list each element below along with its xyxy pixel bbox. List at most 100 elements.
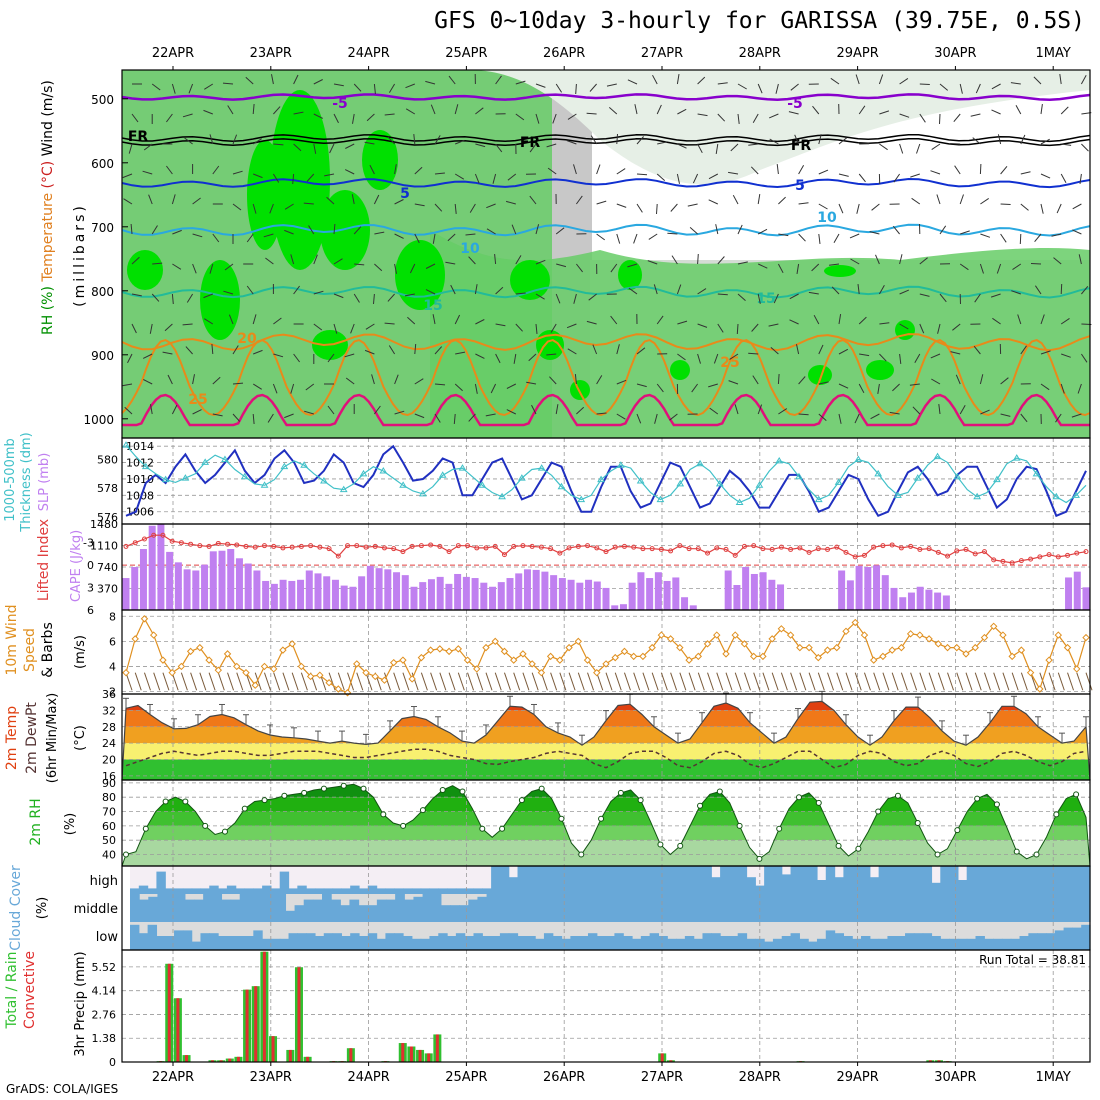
- wind-speed-point: [842, 627, 850, 636]
- cloud-bar: [931, 882, 941, 894]
- cloud-bar: [403, 936, 413, 950]
- cloud-bar: [341, 936, 351, 950]
- cloud-bar: [1037, 933, 1047, 950]
- rh-high-blob: [866, 360, 894, 380]
- cloud-bar: [156, 871, 166, 894]
- precip-tick-label: 1.38: [92, 1032, 117, 1045]
- wind-barb: [273, 106, 281, 115]
- wind-barb: [171, 293, 174, 305]
- wind-barb: [616, 344, 620, 355]
- lifted-index-point: [372, 543, 378, 549]
- wind-speed-point: [389, 658, 398, 667]
- surface-wind-barb: [254, 672, 262, 691]
- lifted-index-point: [483, 545, 489, 551]
- rh-point: [400, 822, 407, 829]
- wind-speed-point: [694, 652, 703, 661]
- wind-barb: [709, 407, 719, 415]
- surface-wind-barb: [180, 672, 188, 691]
- wind-barb: [212, 413, 223, 417]
- pressure-tick-label: 700: [91, 221, 114, 235]
- cloud-bar: [191, 941, 202, 950]
- wind-barb: [676, 284, 682, 295]
- run-total: Run Total = 38.81: [979, 953, 1086, 967]
- wind-speed-point: [1026, 668, 1035, 677]
- contour-label: FR: [520, 135, 541, 151]
- cloud-bar: [934, 894, 945, 922]
- bottom-date-label: 22APR: [152, 1070, 194, 1085]
- lifted-index-point: [363, 544, 369, 550]
- rh-high-blob: [824, 265, 856, 277]
- wind-barb: [212, 233, 220, 243]
- convective-bar: [210, 1060, 214, 1062]
- wind-barb: [656, 173, 666, 181]
- wind-barb: [474, 284, 478, 295]
- wind-barb: [838, 173, 849, 177]
- cape-bar: [672, 577, 680, 610]
- cape-bar: [436, 576, 444, 610]
- cloud-bar: [596, 894, 607, 922]
- cloud-bar: [429, 888, 439, 894]
- precip-tick-label: 2.76: [92, 1008, 117, 1021]
- lifted-index-point: [529, 543, 535, 549]
- surface-wind-barb: [642, 672, 650, 691]
- wind-barb: [454, 383, 463, 392]
- cloud-bar: [772, 938, 783, 950]
- wind-barb: [143, 143, 153, 151]
- wind-barb: [445, 261, 456, 265]
- wind-barb: [515, 113, 525, 121]
- cape-ylabel: CAPE (J/kg): [69, 530, 84, 602]
- wind-barb: [515, 255, 522, 265]
- wind-barb: [374, 231, 385, 235]
- wind-barb: [265, 257, 274, 265]
- surface-wind-barb: [1048, 672, 1056, 691]
- bottom-date-label: 28APR: [739, 1070, 781, 1085]
- wind-speed-point: [888, 646, 896, 654]
- convective-bar: [219, 1060, 223, 1062]
- upper-air-ylabel-part: RH (%): [40, 286, 56, 335]
- wind-barb: [931, 143, 941, 151]
- lifted-index-point: [871, 544, 877, 550]
- bottom-date-label: 26APR: [543, 1070, 585, 1085]
- cloud-bar: [209, 885, 219, 894]
- convective-bar: [418, 1049, 422, 1062]
- wind-barb: [252, 138, 262, 145]
- temp-ylabel-1: 2m Temp: [4, 706, 20, 770]
- thickness-point: [755, 481, 764, 488]
- cloud-bar: [413, 896, 424, 922]
- wind-speed-point: [1045, 656, 1053, 664]
- surface-wind-barb: [836, 672, 844, 691]
- wind-barb: [454, 203, 457, 214]
- wind-barb: [960, 230, 970, 235]
- cloud-bar: [649, 933, 660, 950]
- temp-tick-label: 16: [102, 770, 116, 783]
- bottom-date-label: 1MAY: [1036, 1070, 1071, 1085]
- lifted-index-point: [769, 546, 775, 552]
- wind-speed-point: [676, 643, 684, 652]
- lifted-index-point: [705, 550, 711, 556]
- lifted-index-point: [252, 544, 258, 550]
- cloud-bar: [276, 894, 287, 922]
- wind-barb: [854, 413, 860, 424]
- wind-barb: [697, 143, 703, 154]
- cloud-bar: [660, 894, 671, 922]
- cloud-bar: [1010, 866, 1021, 894]
- cloud-bar: [642, 894, 652, 922]
- lifted-index-point: [548, 546, 554, 552]
- wind-barb: [633, 233, 638, 244]
- wind-barb: [939, 293, 947, 303]
- wind-barb: [1000, 413, 1011, 417]
- cape-bar: [558, 578, 566, 610]
- wind-barb: [123, 198, 133, 205]
- cloud-bar: [568, 894, 579, 922]
- wind-barb: [505, 200, 516, 205]
- cloud-bar: [253, 888, 263, 894]
- wind-barb: [351, 194, 355, 205]
- rh-shading: [122, 70, 1090, 438]
- cloud-bar: [687, 894, 698, 922]
- wind-speed-point: [759, 652, 767, 661]
- cloud-bar: [385, 933, 395, 950]
- wind-barb: [313, 113, 324, 119]
- wind-speed-point: [168, 668, 176, 677]
- bottom-date-label: 25APR: [445, 1070, 487, 1085]
- thickness-point: [1072, 491, 1080, 498]
